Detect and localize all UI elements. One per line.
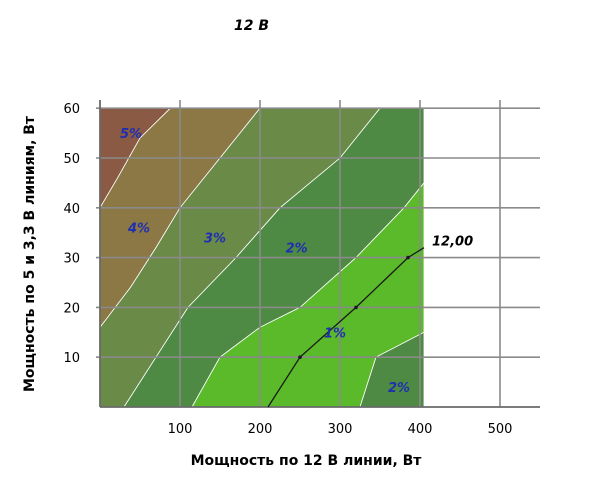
x-tick-label: 300	[328, 422, 353, 437]
curve-point	[354, 305, 358, 310]
x-tick-labels: 100 200 300 400 500	[168, 422, 513, 437]
y-tick-label: 10	[63, 351, 80, 366]
y-tick-label: 20	[63, 301, 80, 316]
x-tick-label: 500	[488, 422, 513, 437]
y-tick-label: 40	[63, 202, 80, 217]
efficiency-curve: 12,00	[267, 235, 473, 408]
x-tick-label: 200	[248, 422, 273, 437]
region-label: 4%	[127, 222, 150, 237]
region-label: 2%	[388, 381, 410, 396]
region-labels: 5% 4% 3% 2% 1% 2%	[120, 127, 410, 396]
curve-label: 12,00	[432, 235, 473, 250]
region-label: 5%	[120, 127, 142, 142]
region-label: 3%	[204, 232, 226, 247]
curve-point	[406, 255, 410, 260]
region-label: 1%	[324, 326, 346, 341]
y-axis-label: Мощность по 5 и 3,3 В линиям, Вт	[22, 115, 38, 392]
y-tick-label: 50	[63, 152, 80, 167]
chart-title: 12 В	[234, 18, 269, 34]
grid-lines	[96, 100, 540, 407]
y-tick-labels: 10 20 30 40 50 60	[63, 102, 80, 366]
axes	[99, 100, 540, 408]
x-axis-label: Мощность по 12 В линии, Вт	[191, 453, 423, 469]
y-tick-label: 60	[63, 102, 80, 117]
x-tick-label: 100	[168, 422, 193, 437]
curve-point	[298, 355, 302, 360]
x-tick-label: 400	[408, 422, 433, 437]
y-tick-label: 30	[63, 252, 80, 267]
region-label: 2%	[286, 242, 308, 257]
